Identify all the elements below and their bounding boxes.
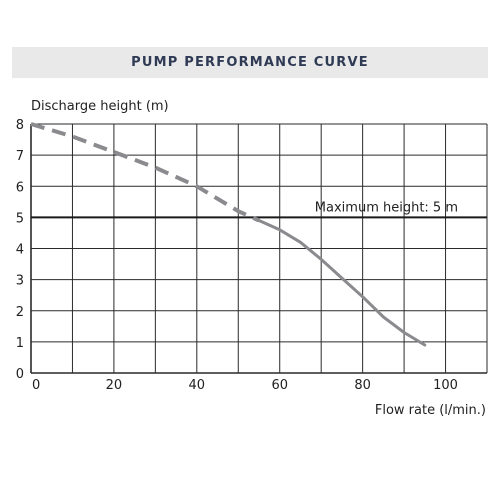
y-tick-label: 4	[16, 243, 24, 258]
chart-title-bar: PUMP PERFORMANCE CURVE	[12, 47, 488, 78]
y-tick-label: 7	[16, 149, 24, 164]
y-tick-label: 5	[16, 211, 24, 226]
x-tick-label: 100	[433, 378, 458, 393]
y-tick-labels: 0 1 2 3 4 5 6 7 8	[16, 118, 24, 382]
y-tick-label: 3	[16, 274, 24, 289]
x-tick-label: 40	[189, 378, 206, 393]
chart-title: PUMP PERFORMANCE CURVE	[131, 55, 369, 70]
y-tick-label: 8	[16, 118, 24, 133]
grid	[30, 123, 488, 374]
x-axis-label: Flow rate (l/min.)	[375, 403, 486, 418]
reference-line-group: Maximum height: 5 m	[31, 200, 487, 219]
series	[30, 122, 427, 347]
y-tick-label: 2	[16, 305, 24, 320]
y-tick-label: 0	[16, 367, 24, 382]
y-tick-label: 1	[16, 336, 24, 351]
maximum-height-label: Maximum height: 5 m	[315, 200, 458, 215]
x-tick-label: 60	[271, 378, 288, 393]
x-tick-label: 80	[354, 378, 371, 393]
x-tick-label: 20	[106, 378, 123, 393]
performance-curve-solid	[257, 219, 427, 347]
y-axis-label: Discharge height (m)	[31, 99, 169, 114]
performance-curve-dashed	[30, 122, 260, 223]
x-tick-labels: 0 20 40 60 80 100	[32, 378, 458, 393]
x-tick-label: 0	[32, 378, 40, 393]
y-tick-label: 6	[16, 180, 24, 195]
